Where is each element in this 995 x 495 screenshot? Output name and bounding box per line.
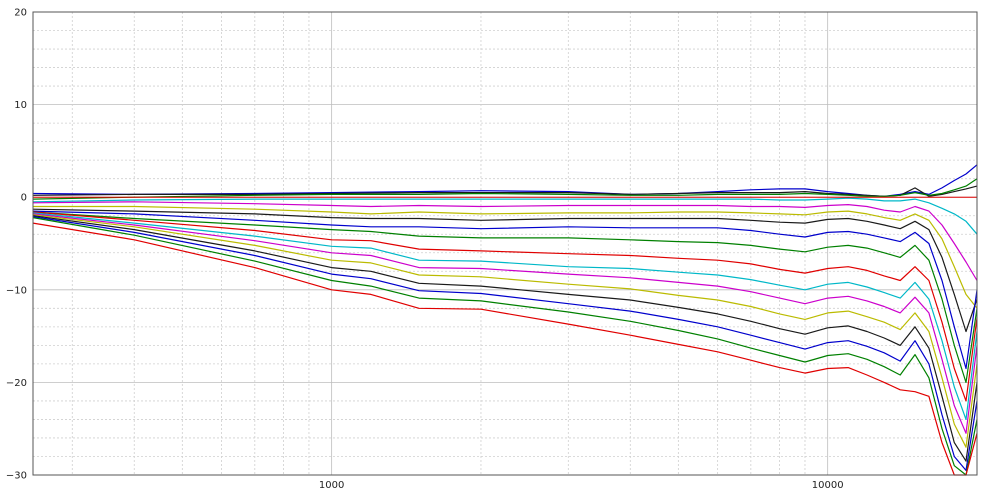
- y-tick-label: −20: [6, 378, 27, 389]
- series-line-15: [32, 216, 978, 471]
- series-line-16: [32, 217, 978, 476]
- series-line-10: [32, 211, 978, 402]
- series-line-6: [33, 205, 978, 309]
- series-line-8: [32, 210, 978, 370]
- y-tick-label: 10: [14, 100, 27, 111]
- y-axis-tick-labels: 20 10 0 −10 −20 −30: [6, 8, 27, 482]
- x-tick-label: 1000: [319, 480, 344, 491]
- series-line-7: [32, 208, 978, 333]
- y-tick-label: 0: [21, 193, 27, 204]
- series-line-1: [32, 164, 978, 197]
- series-line-12: [32, 213, 978, 434]
- series-line-4: [32, 197, 978, 235]
- series-line-2: [32, 185, 978, 197]
- series-line-9: [32, 211, 978, 383]
- series-lines: [32, 164, 978, 476]
- y-tick-label: −30: [6, 471, 27, 482]
- x-tick-label: 10000: [812, 480, 844, 491]
- y-tick-label: 20: [14, 8, 27, 19]
- series-line-3: [32, 178, 978, 200]
- series-line-13: [32, 214, 978, 448]
- series-line-17: [32, 222, 978, 476]
- series-line-5: [32, 201, 978, 281]
- plot-frame: [32, 11, 978, 476]
- series-line-11: [32, 212, 978, 420]
- series-line-14: [32, 215, 978, 462]
- y-tick-label: −10: [6, 285, 27, 296]
- x-axis-tick-labels: 1000 10000: [319, 480, 844, 491]
